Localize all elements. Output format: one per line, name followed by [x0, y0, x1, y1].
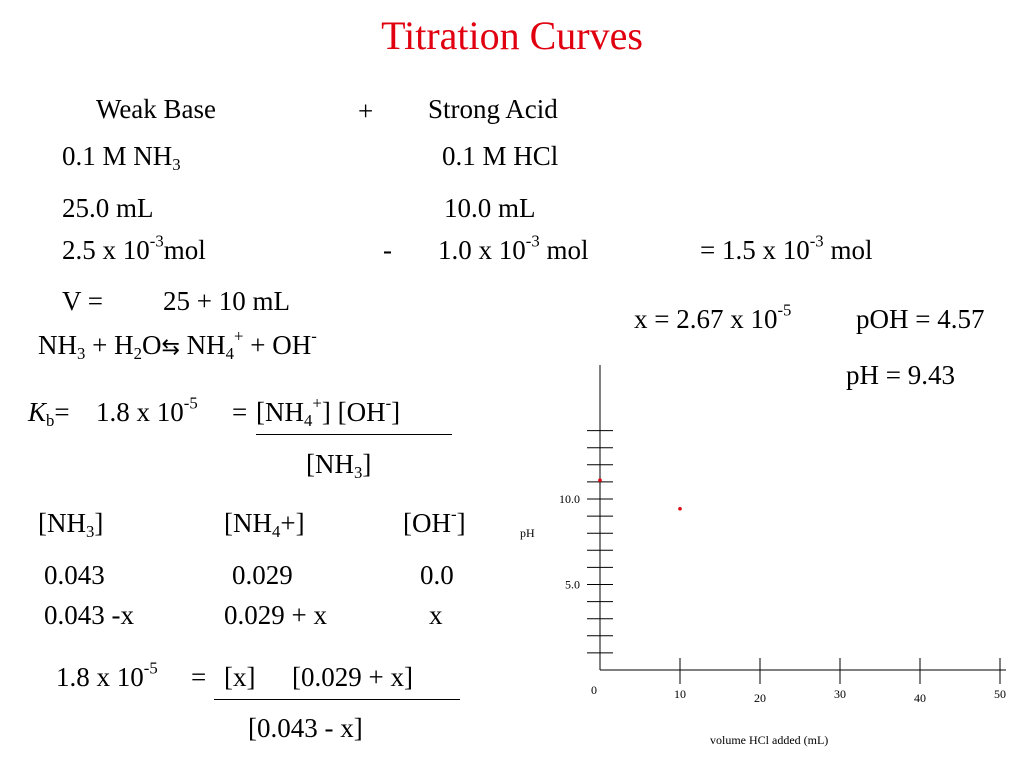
x-tick-label: 40: [914, 691, 926, 705]
x-tick-label: 30: [834, 687, 846, 701]
ice-initial-nh4: 0.029: [232, 560, 293, 590]
base-moles: 2.5 x 10-3mol: [62, 231, 206, 265]
ice-header-oh: [OH-]: [403, 504, 466, 538]
kb-denominator: [NH3]: [306, 449, 372, 483]
chart-axes: [599, 365, 1006, 671]
base-concentration: 0.1 M NH3: [62, 141, 181, 175]
data-point: [598, 478, 602, 482]
minus-sign: -: [383, 235, 392, 265]
kb-fraction-bar: [256, 434, 452, 435]
chart-data-points: [598, 478, 682, 511]
ice-header-nh4: [NH4+]: [224, 508, 305, 542]
x-tick-label: 0: [591, 683, 597, 697]
ice-equilibrium-oh: x: [429, 600, 443, 630]
equilibrium-arrow-icon: ⇆: [161, 335, 180, 360]
ice-initial-nh3: 0.043: [44, 560, 105, 590]
solve-fraction-bar: [214, 699, 460, 700]
y-tick-label: 10.0: [559, 492, 580, 506]
kb-label: Kb=: [28, 397, 70, 431]
plus-sign: +: [358, 96, 374, 126]
weak-base-label: Weak Base: [96, 94, 217, 124]
x-result: x = 2.67 x 10-5: [634, 300, 792, 334]
x-tick-label: 50: [994, 687, 1006, 701]
chart-tick-labels: 5.0 10.0 0 10 20 30 40 50: [559, 492, 1006, 705]
x-axis-label: volume HCl added (mL): [710, 733, 828, 747]
slide-title: Titration Curves: [381, 13, 643, 58]
solve-kb-value: 1.8 x 10-5: [56, 658, 158, 692]
x-tick-label: 10: [674, 687, 686, 701]
ice-equilibrium-nh4: 0.029 + x: [224, 600, 327, 630]
kb-value: 1.8 x 10-5: [96, 393, 198, 427]
y-tick-label: 5.0: [565, 578, 580, 592]
total-volume-label: V =: [62, 286, 103, 316]
solve-numerator-nh4: [0.029 + x]: [292, 662, 413, 692]
ice-header-nh3: [NH3]: [38, 508, 104, 542]
kb-equals: =: [232, 397, 248, 427]
y-axis-label: pH: [520, 526, 535, 540]
excess-base-moles: = 1.5 x 10-3 mol: [700, 231, 873, 265]
solve-numerator-x: [x]: [224, 662, 256, 692]
reaction-equation: NH3 + H2O⇆ NH4+ + OH-: [38, 326, 317, 364]
solve-equals: =: [191, 662, 207, 692]
chart-ticks: [587, 430, 1001, 684]
ph-titration-chart: 5.0 10.0 0 10 20 30 40 50 pH volume HCl added (…: [520, 365, 1006, 747]
acid-volume: 10.0 mL: [444, 193, 536, 223]
ice-equilibrium-nh3: 0.043 -x: [44, 600, 134, 630]
acid-moles: 1.0 x 10-3 mol: [438, 231, 589, 265]
solve-denominator: [0.043 - x]: [248, 713, 363, 743]
strong-acid-label: Strong Acid: [428, 94, 558, 124]
ice-initial-oh: 0.0: [420, 560, 454, 590]
x-tick-label: 20: [754, 691, 766, 705]
acid-concentration: 0.1 M HCl: [442, 141, 559, 171]
poh-result: pOH = 4.57: [856, 304, 985, 334]
data-point: [678, 506, 682, 511]
kb-numerator: [NH4+] [OH-]: [256, 393, 401, 431]
base-volume: 25.0 mL: [62, 193, 154, 223]
ph-result: pH = 9.43: [846, 360, 955, 390]
total-volume-value: 25 + 10 mL: [163, 286, 290, 316]
